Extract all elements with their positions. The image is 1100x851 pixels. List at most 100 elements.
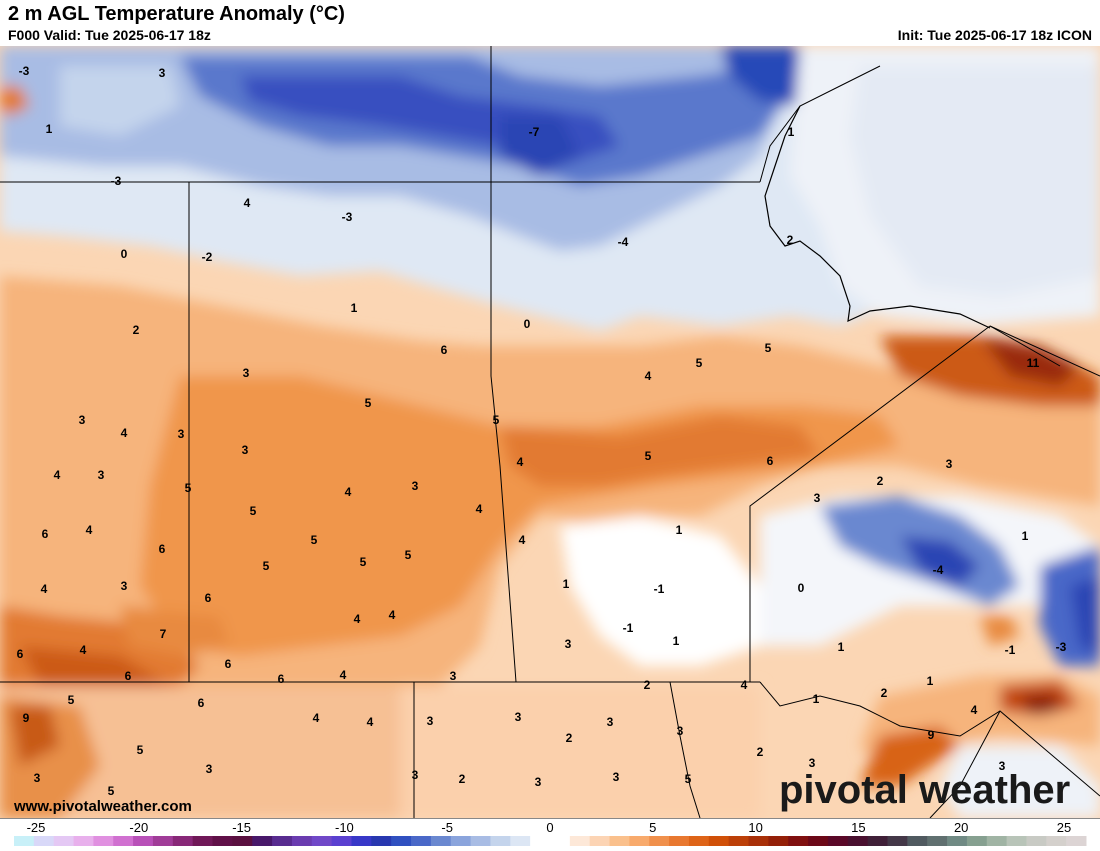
- anomaly-label: 5: [68, 693, 75, 707]
- colorbar-swatch: [291, 836, 313, 846]
- anomaly-label: 5: [493, 413, 500, 427]
- anomaly-label: 5: [405, 548, 412, 562]
- colorbar-swatch: [311, 836, 333, 846]
- anomaly-label: 3: [946, 457, 953, 471]
- anomaly-label: -1: [623, 621, 634, 635]
- colorbar-swatch: [847, 836, 869, 846]
- anomaly-label: 7: [160, 627, 167, 641]
- anomaly-label: 2: [877, 474, 884, 488]
- anomaly-label: 9: [928, 728, 935, 742]
- anomaly-label: 3: [98, 468, 105, 482]
- anomaly-label: 3: [159, 66, 166, 80]
- anomaly-label: 2: [459, 772, 466, 786]
- anomaly-label: 4: [971, 703, 978, 717]
- website-url: www.pivotalweather.com: [14, 798, 192, 815]
- anomaly-label: -7: [529, 125, 540, 139]
- colorbar-tick-label: -25: [27, 820, 46, 835]
- anomaly-label: 4: [741, 678, 748, 692]
- anomaly-label: 5: [137, 743, 144, 757]
- anomaly-label: 3: [243, 366, 250, 380]
- anomaly-label: 2: [881, 686, 888, 700]
- anomaly-label: 5: [365, 396, 372, 410]
- anomaly-label: 5: [250, 504, 257, 518]
- colorbar-scale: -25 -20 -15 -10 -5 0 5 10 15 20 25: [14, 820, 1087, 846]
- colorbar-swatch: [569, 836, 591, 846]
- anomaly-label: 3: [34, 771, 41, 785]
- anomaly-label: 4: [345, 485, 352, 499]
- colorbar-swatch: [113, 836, 134, 846]
- anomaly-label: -3: [342, 210, 353, 224]
- anomaly-label: 1: [351, 301, 358, 315]
- colorbar-swatch: [450, 836, 472, 846]
- colorbar-swatch: [788, 836, 809, 846]
- anomaly-label: -3: [1056, 640, 1067, 654]
- colorbar-tick-label: 10: [748, 820, 762, 835]
- anomaly-label: -4: [618, 235, 629, 249]
- anomaly-label: 2: [644, 678, 651, 692]
- colorbar-tick-label: 15: [851, 820, 865, 835]
- anomaly-label: 11: [1027, 356, 1040, 370]
- init-time: Init: Tue 2025-06-17 18z ICON: [897, 27, 1092, 43]
- colorbar-swatch: [14, 836, 35, 846]
- anomaly-label: 5: [263, 559, 270, 573]
- anomaly-label: 1: [813, 692, 820, 706]
- colorbar: -25 -20 -15 -10 -5 0 5 10 15 20 25: [0, 818, 1100, 851]
- anomaly-label: 1: [838, 640, 845, 654]
- colorbar-tick-label: 25: [1057, 820, 1071, 835]
- colorbar-swatch: [73, 836, 94, 846]
- colorbar-swatch: [808, 836, 829, 846]
- anomaly-label: 3: [515, 710, 522, 724]
- colorbar-swatch: [1046, 836, 1067, 846]
- colorbar-swatch: [728, 836, 750, 846]
- anomaly-label: 5: [360, 555, 367, 569]
- anomaly-label: 3: [121, 579, 128, 593]
- anomaly-label: 4: [244, 196, 251, 210]
- colorbar-tick-label: -10: [335, 820, 354, 835]
- anomaly-label: 4: [645, 369, 652, 383]
- anomaly-label: 1: [788, 125, 795, 139]
- colorbar-swatch: [133, 836, 154, 846]
- anomaly-label: 0: [121, 247, 128, 261]
- colorbar-swatch: [172, 836, 194, 846]
- anomaly-label: 1: [927, 674, 934, 688]
- colorbar-swatch: [927, 836, 948, 846]
- anomaly-label: 3: [427, 714, 434, 728]
- anomaly-label: 4: [41, 582, 48, 596]
- anomaly-label: 3: [79, 413, 86, 427]
- colorbar-swatch: [391, 836, 412, 846]
- colorbar-swatch: [947, 836, 968, 846]
- anomaly-label: 4: [476, 502, 483, 516]
- colorbar-swatch: [351, 836, 372, 846]
- anomaly-label: 3: [814, 491, 821, 505]
- colorbar-swatch: [748, 836, 769, 846]
- anomaly-label: 3: [450, 669, 457, 683]
- colorbar-swatch: [1006, 836, 1027, 846]
- anomaly-label: 4: [54, 468, 61, 482]
- colorbar-swatch: [272, 836, 293, 846]
- anomaly-label: 3: [809, 756, 816, 770]
- colorbar-swatch: [490, 836, 511, 846]
- anomaly-label: -3: [19, 64, 30, 78]
- colorbar-tick-label: -5: [441, 820, 453, 835]
- anomaly-label: 3: [412, 768, 419, 782]
- colorbar-ticks: -25 -20 -15 -10 -5 0 5 10 15 20 25: [27, 820, 1072, 835]
- anomaly-label: 9: [23, 711, 30, 725]
- temperature-anomaly-map[interactable]: -3 3 1 -3 4 -3 0 -2 -7 1 -4 2 1 0 2 6 5 5 4 11 3 5 3 4 3 5 3 4 5 6 3 4 3…: [0, 46, 1100, 818]
- colorbar-swatch: [212, 836, 233, 846]
- colorbar-swatch: [669, 836, 690, 846]
- colorbar-swatch: [629, 836, 650, 846]
- colorbar-swatch: [688, 836, 710, 846]
- anomaly-field: [0, 46, 1100, 818]
- colorbar-swatch: [252, 836, 273, 846]
- colorbar-swatch: [966, 836, 988, 846]
- anomaly-label: 3: [206, 762, 213, 776]
- colorbar-swatch: [768, 836, 789, 846]
- anomaly-label: 6: [17, 647, 24, 661]
- anomaly-label: -1: [1005, 643, 1016, 657]
- colorbar-swatch: [510, 836, 531, 846]
- anomaly-label: 5: [108, 784, 115, 798]
- colorbar-swatch: [867, 836, 888, 846]
- colorbar-tick-label: 20: [954, 820, 968, 835]
- anomaly-label: 4: [367, 715, 374, 729]
